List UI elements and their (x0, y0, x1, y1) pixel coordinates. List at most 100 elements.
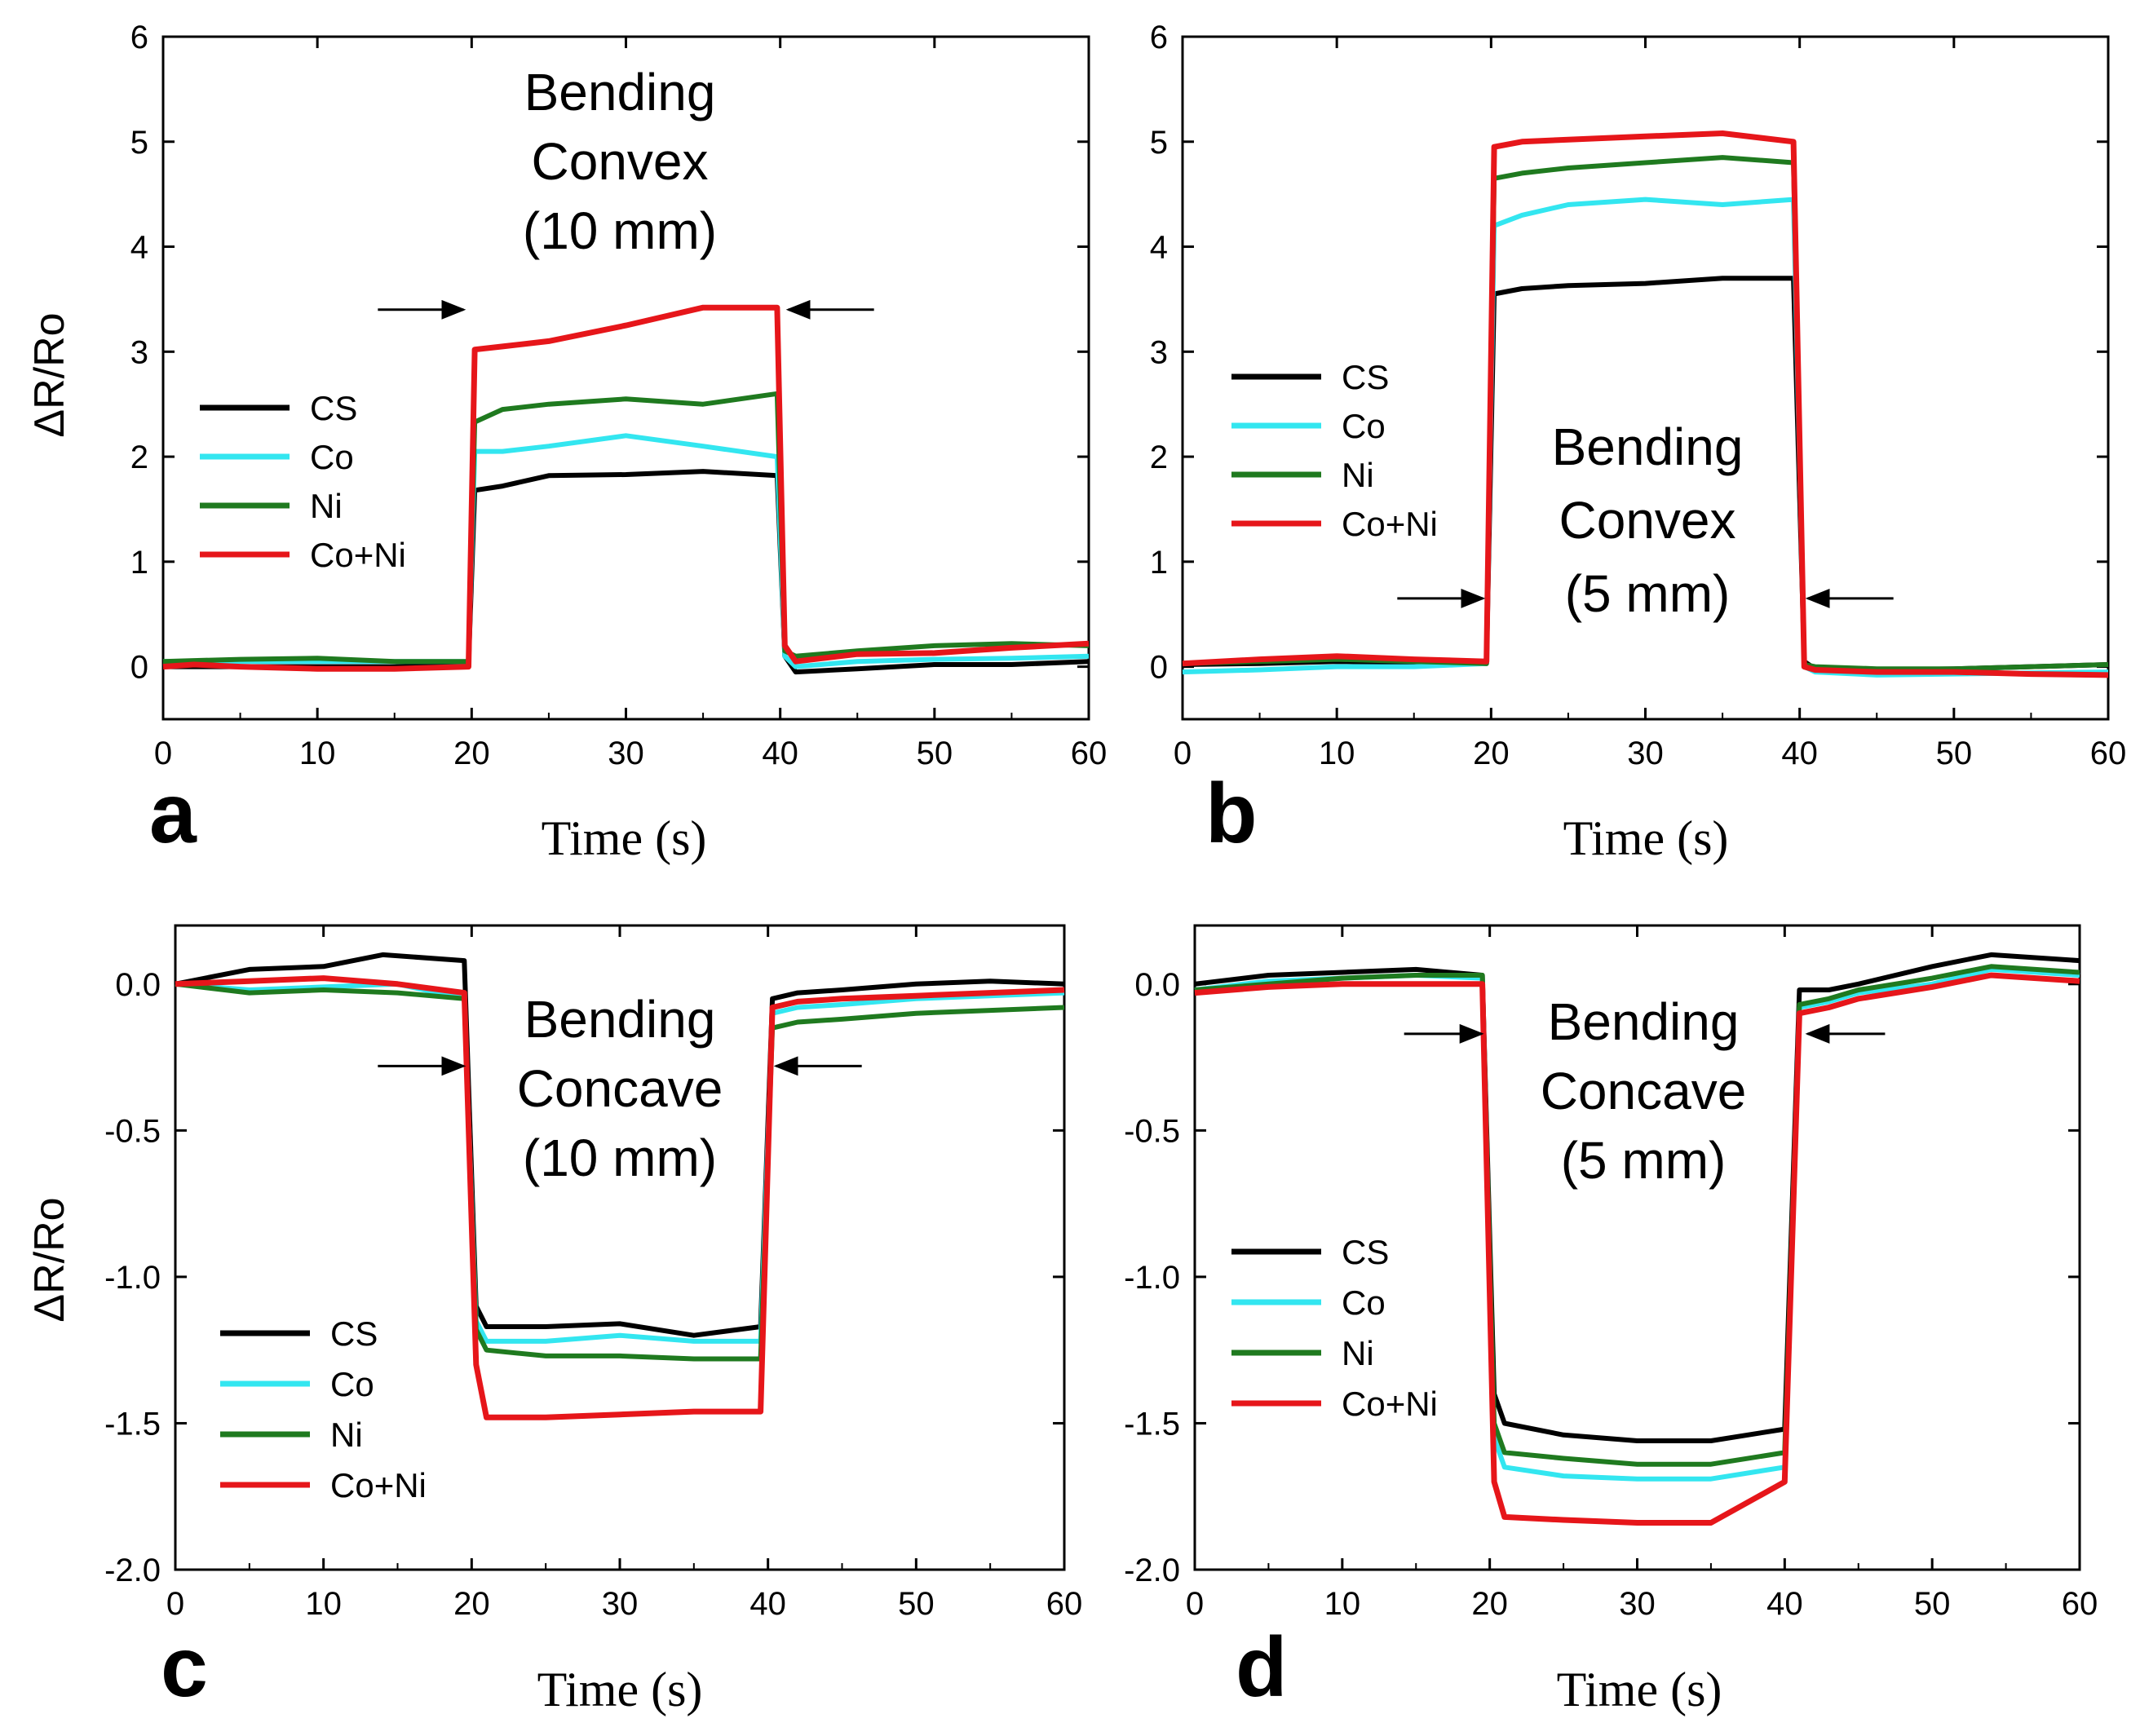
series-line-cs (175, 952, 1065, 1338)
x-tick-label: 50 (917, 735, 953, 771)
legend-label: CS (1342, 1233, 1389, 1271)
series-line-ni (1194, 964, 2080, 1467)
x-tick-label: 40 (749, 1586, 786, 1622)
x-tick-label: 30 (602, 1586, 639, 1622)
legend-label: CS (330, 1314, 378, 1353)
legend-label: Co+Ni (1342, 505, 1438, 543)
series-line-co (163, 433, 1090, 669)
annotation-line: Bending (524, 63, 716, 121)
x-tick-label: 20 (1471, 1586, 1508, 1622)
series-line-cs (163, 469, 1090, 675)
x-tick-label: 50 (1936, 735, 1973, 771)
x-tick-label: 10 (299, 735, 336, 771)
x-axis-label: Time (s) (1557, 1663, 1722, 1716)
y-tick-label: 1 (130, 545, 148, 581)
x-tick-label: 60 (2062, 1586, 2098, 1622)
y-tick-label: 0.0 (1134, 967, 1180, 1003)
x-tick-label: 60 (1071, 735, 1108, 771)
legend-label: Co+Ni (310, 536, 406, 574)
series-line-coplusni (162, 304, 1090, 672)
legend-label: Co (310, 438, 354, 476)
panel-a: 0 10 20 30 40 50 60 0 1 2 3 4 5 6 Bending Convex (10 mm)… (26, 20, 1107, 865)
x-tick-label: 60 (1046, 1586, 1083, 1622)
x-axis-label: Time (s) (542, 811, 707, 865)
legend-label: Co+Ni (1342, 1385, 1438, 1423)
x-tick-label: 30 (608, 735, 644, 771)
x-tick-label: 10 (1324, 1586, 1361, 1622)
x-tick-label: 10 (305, 1586, 342, 1622)
annotation-line: (10 mm) (523, 1129, 717, 1187)
annotation-line: (10 mm) (523, 201, 717, 260)
y-tick-label: 2 (130, 440, 148, 475)
y-tick-label: 0.0 (115, 967, 161, 1003)
x-tick-label: 20 (453, 1586, 490, 1622)
legend-label: Co (330, 1365, 374, 1403)
panel-letter: b (1205, 766, 1258, 861)
series-line-ni (162, 391, 1090, 665)
y-tick-label: 6 (130, 20, 148, 55)
series-line-coplusni (1194, 972, 2080, 1526)
x-tick-label: 20 (453, 735, 490, 771)
panel-b: 0 10 20 30 40 50 60 0 1 2 3 4 5 6 Bending Convex (5 mm) C… (1150, 20, 2127, 865)
panel-c: 0 10 20 30 40 50 60 0.0 -0.5 -1.0 -1.5 -2.0 Bending C… (26, 924, 1083, 1716)
y-tick-label: 2 (1150, 440, 1168, 475)
annotation-line: Convex (1559, 491, 1736, 550)
x-tick-label: 0 (1174, 735, 1192, 771)
y-tick-label: 6 (1150, 20, 1168, 55)
x-tick-label: 40 (1781, 735, 1818, 771)
annotation-line: Concave (517, 1059, 723, 1118)
legend-label: Ni (310, 487, 343, 525)
y-tick-label: -1.5 (1124, 1406, 1180, 1442)
legend-label: Co+Ni (330, 1466, 427, 1504)
x-tick-label: 0 (166, 1586, 184, 1622)
y-tick-label: 3 (130, 334, 148, 370)
x-tick-label: 0 (154, 735, 172, 771)
series-line-ni (175, 981, 1065, 1362)
y-tick-label: -1.0 (1124, 1260, 1180, 1296)
y-tick-label: 3 (1150, 334, 1168, 370)
y-tick-label: 0 (1150, 650, 1168, 686)
legend-label: Co (1342, 1283, 1386, 1322)
x-tick-label: 10 (1319, 735, 1355, 771)
series-line-co (175, 981, 1065, 1344)
x-tick-label: 50 (1914, 1586, 1951, 1622)
panel-d: 0 10 20 30 40 50 60 0.0 -0.5 -1.0 -1.5 -2.0 Bending C… (1124, 924, 2098, 1716)
x-tick-label: 30 (1627, 735, 1664, 771)
annotation-line: (5 mm) (1565, 564, 1731, 623)
x-tick-label: 60 (2090, 735, 2127, 771)
y-tick-label: 1 (1150, 545, 1168, 581)
panel-letter: d (1236, 1620, 1288, 1715)
annotation-line: Bending (1552, 417, 1744, 476)
legend-label: Co (1342, 407, 1386, 445)
x-tick-label: 0 (1186, 1586, 1204, 1622)
legend-label: CS (1342, 358, 1389, 396)
x-tick-label: 30 (1619, 1586, 1656, 1622)
legend-label: Ni (330, 1416, 363, 1454)
annotation-line: Concave (1541, 1062, 1747, 1120)
panel-letter: a (149, 766, 197, 861)
y-tick-label: -1.5 (104, 1406, 161, 1442)
y-tick-label: -0.5 (104, 1113, 161, 1149)
series-line-coplusni (175, 975, 1065, 1420)
y-tick-label: -2.0 (104, 1553, 161, 1588)
x-tick-label: 40 (762, 735, 798, 771)
y-tick-label: -2.0 (1124, 1553, 1180, 1588)
series-line-coplusni (1182, 130, 2109, 678)
y-tick-label: -1.0 (104, 1260, 161, 1296)
annotation-line: Bending (524, 990, 716, 1049)
y-tick-label: 5 (130, 125, 148, 161)
legend-label: Ni (1342, 1334, 1374, 1372)
x-tick-label: 40 (1766, 1586, 1803, 1622)
legend-label: CS (310, 389, 357, 427)
x-axis-label: Time (s) (1563, 811, 1729, 865)
x-axis-label: Time (s) (537, 1663, 703, 1716)
x-tick-label: 50 (898, 1586, 935, 1622)
y-tick-label: 0 (130, 650, 148, 686)
y-tick-label: 4 (130, 230, 148, 266)
annotation-line: (5 mm) (1561, 1131, 1727, 1190)
legend-label: Ni (1342, 456, 1374, 494)
y-tick-label: 5 (1150, 125, 1168, 161)
panel-letter: c (161, 1620, 208, 1715)
annotation-line: Bending (1548, 992, 1740, 1051)
